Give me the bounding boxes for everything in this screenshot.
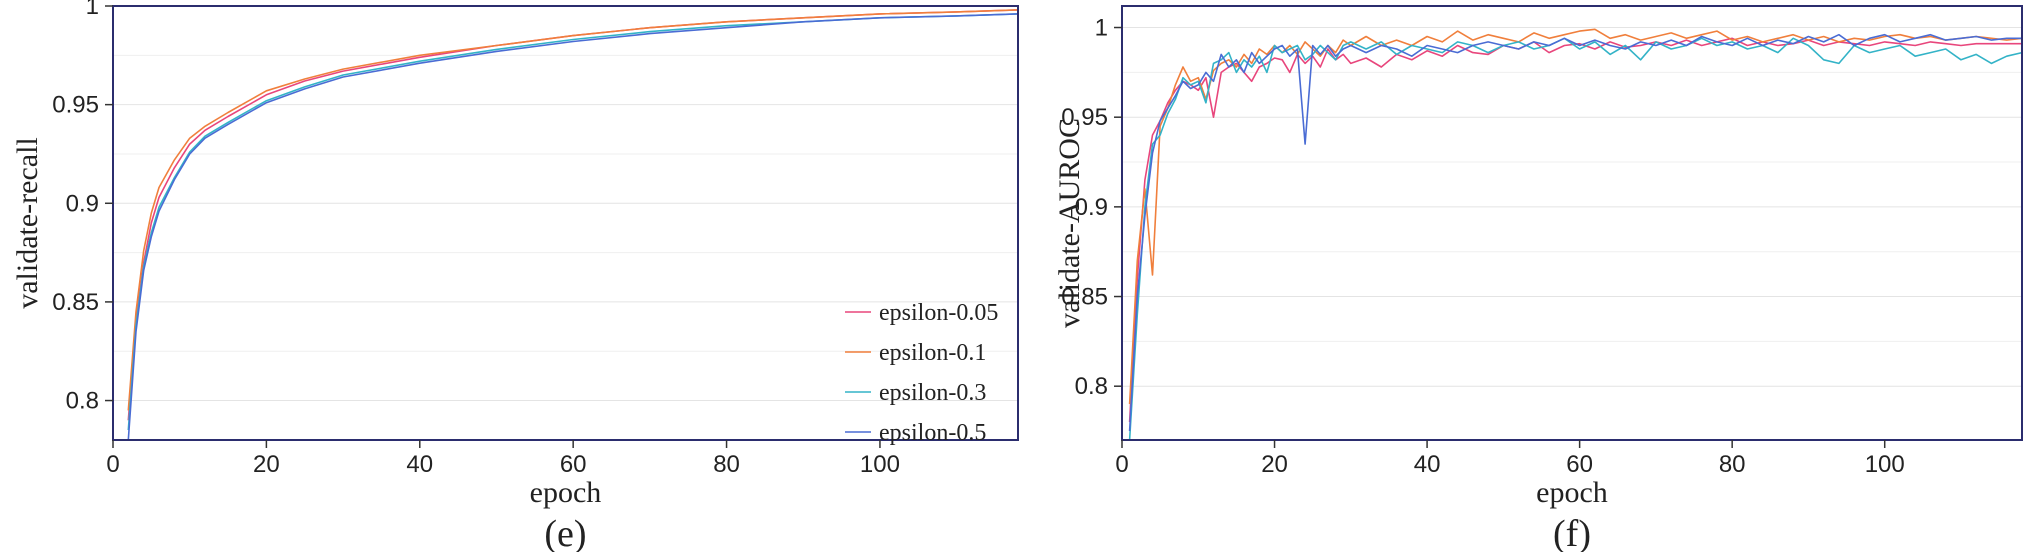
x-tick-labels: 0 20 40 60 80 100: [1115, 440, 1905, 478]
y-tick-label: 0.8: [66, 388, 99, 415]
y-tick-label: 0.95: [52, 92, 99, 119]
grid-lines: [1122, 27, 2022, 387]
x-axis-label: epoch: [1536, 476, 1608, 509]
x-tick-label: 80: [713, 451, 740, 478]
x-tick-label: 0: [1115, 451, 1128, 478]
series-line-epsilon-0.05: [1128, 37, 2022, 423]
y-tick-label: 0.85: [52, 289, 99, 316]
series-line-epsilon-0.5: [127, 13, 1019, 441]
legend-label: epsilon-0.05: [879, 300, 998, 326]
x-axis-label: epoch: [530, 476, 602, 509]
chart-panel-f: 0 20 40 60 80 100 0.8 0.85 0.9 0.95 1 epoch valid…: [1053, 5, 2023, 552]
y-axis-label: validate-recall: [11, 137, 44, 309]
series-line-epsilon-0.1: [127, 9, 1019, 411]
x-tick-label: 20: [253, 451, 280, 478]
series-line-epsilon-0.1: [1128, 28, 2023, 405]
plot-frame: [1121, 5, 2023, 441]
x-tick-label: 40: [406, 451, 433, 478]
chart-panel-e: 0 20 40 60 80 100 0.8 0.85 0.9 0.95 1 epoch valid…: [11, 0, 1019, 552]
y-axis-label: validate-AUROC: [1053, 118, 1086, 328]
legend-label: epsilon-0.3: [879, 380, 986, 406]
x-tick-label: 0: [106, 451, 119, 478]
plot-frame: [112, 5, 1019, 441]
legend-label: epsilon-0.1: [879, 340, 986, 366]
y-tick-labels: 0.8 0.85 0.9 0.95 1: [52, 0, 113, 415]
panel-caption: (e): [544, 513, 586, 552]
x-tick-label: 80: [1719, 451, 1746, 478]
series-line-epsilon-0.5: [1128, 33, 2022, 432]
x-tick-label: 60: [560, 451, 587, 478]
x-tick-label: 100: [1865, 451, 1905, 478]
x-tick-label: 40: [1414, 451, 1441, 478]
series-line-epsilon-0.3: [127, 13, 1019, 431]
x-tick-label: 20: [1261, 451, 1288, 478]
y-tick-labels: 0.8 0.85 0.9 0.95 1: [1061, 15, 1122, 400]
x-tick-label: 100: [860, 451, 900, 478]
y-tick-label: 0.9: [1075, 194, 1108, 221]
y-tick-label: 1: [1095, 15, 1108, 42]
y-tick-label: 0.8: [1075, 373, 1108, 400]
x-tick-labels: 0 20 40 60 80 100: [106, 440, 900, 478]
series-lines: [127, 9, 1019, 441]
legend: epsilon-0.05 epsilon-0.1 epsilon-0.3 epsilo…: [845, 300, 998, 446]
legend-label: epsilon-0.5: [879, 420, 986, 446]
series-lines: [1128, 28, 2023, 441]
y-tick-label: 0.9: [66, 190, 99, 217]
y-tick-label: 0.85: [1061, 284, 1108, 311]
series-line-epsilon-0.3: [1128, 37, 2023, 441]
y-tick-label: 0.95: [1061, 104, 1108, 131]
y-tick-label: 1: [86, 0, 99, 20]
x-tick-label: 60: [1566, 451, 1593, 478]
panel-caption: (f): [1553, 513, 1591, 552]
